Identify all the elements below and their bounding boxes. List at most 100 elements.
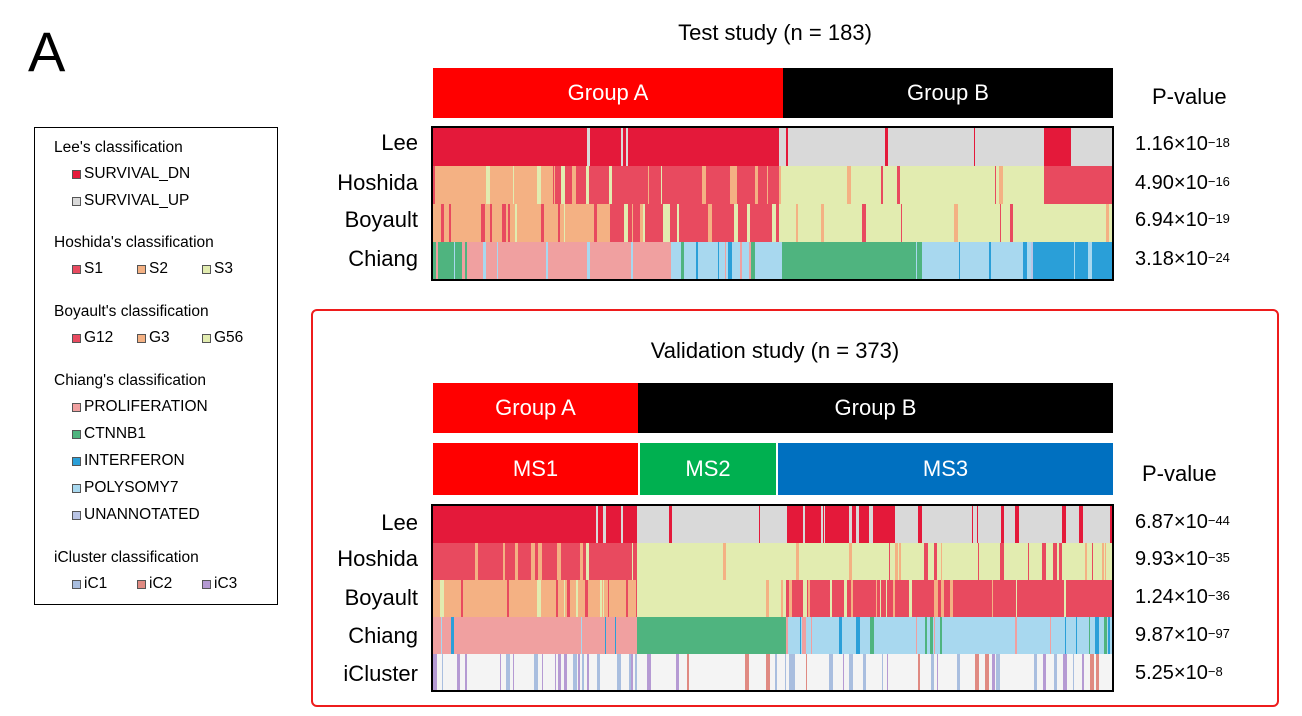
validation-row-label-lee: Lee [381, 510, 418, 535]
legend-item-label: iC2 [149, 575, 173, 592]
validation-hoshida-strip [433, 543, 1112, 580]
legend-item-label: iC3 [214, 575, 238, 592]
legend-item: iC1 [72, 575, 107, 593]
validation-icluster-strip [433, 654, 1112, 690]
legend-item: G12 [72, 329, 113, 347]
test-group-b-bar: Group B [783, 68, 1113, 118]
legend-swatch [137, 579, 146, 589]
legend-swatch [72, 196, 81, 206]
legend-item-label: SURVIVAL_DN [84, 165, 191, 182]
legend-item-label: iC1 [84, 575, 108, 592]
legend-item: S3 [202, 260, 233, 278]
legend-item: POLYSOMY7 [72, 479, 178, 497]
test-pvalue-lee: 1.16×10−18 [1135, 133, 1230, 155]
validation-row-label-hoshida: Hoshida [337, 546, 418, 571]
validation-boyault-strip [433, 580, 1112, 617]
validation-heatmap [431, 504, 1114, 692]
test-row-label-hoshida: Hoshida [337, 170, 418, 195]
legend-swatch [72, 429, 81, 439]
legend-item-label: G3 [149, 329, 170, 346]
legend-swatch [72, 169, 81, 179]
subtype-ms3-bar: MS3 [778, 443, 1113, 495]
test-group-a-bar: Group A [433, 68, 783, 118]
legend-swatch [72, 483, 81, 493]
legend-swatch [137, 264, 146, 274]
legend-item: PROLIFERATION [72, 398, 208, 416]
test-pvalue-hoshida: 4.90×10−16 [1135, 172, 1230, 194]
validation-group-a-bar: Group A [433, 383, 638, 433]
legend-section-title: Lee's classification [54, 139, 183, 156]
test-boyault-strip [433, 204, 1112, 242]
test-row-label-boyault: Boyault [344, 207, 418, 232]
test-chiang-strip [433, 242, 1112, 279]
subtype-ms1-bar: MS1 [433, 443, 638, 495]
legend-swatch [202, 333, 211, 343]
legend-item: G56 [202, 329, 243, 347]
legend-swatch [72, 264, 81, 274]
legend-item: SURVIVAL_UP [72, 192, 189, 210]
legend-item-label: G56 [214, 329, 244, 346]
legend-swatch [202, 579, 211, 589]
legend-item: S2 [137, 260, 168, 278]
subtype-ms1-label: MS1 [512, 456, 559, 481]
test-group-a-label: Group A [567, 80, 649, 105]
validation-chiang-strip [433, 617, 1112, 654]
legend-item-label: S1 [84, 260, 103, 277]
legend-item: INTERFERON [72, 452, 185, 470]
legend-swatch [72, 456, 81, 466]
validation-group-b-bar: Group B [638, 383, 1113, 433]
legend-section-title: Boyault's classification [54, 303, 209, 320]
test-pvalue-boyault: 6.94×10−19 [1135, 209, 1230, 231]
legend-item-label: S3 [214, 260, 233, 277]
legend-swatch [72, 333, 81, 343]
legend-item-label: POLYSOMY7 [84, 479, 179, 496]
subtype-ms2-label: MS2 [685, 456, 731, 481]
test-study-title: Test study (n = 183) [678, 20, 872, 45]
test-lee-strip [433, 128, 1112, 166]
validation-pvalue-icluster: 5.25×10−8 [1135, 662, 1223, 684]
legend-box: Lee's classification SURVIVAL_DN SURVIVAL_… [34, 127, 278, 605]
legend-item: SURVIVAL_DN [72, 165, 190, 183]
test-row-label-chiang: Chiang [348, 246, 418, 271]
legend-item: CTNNB1 [72, 425, 146, 443]
legend-item: UNANNOTATED [72, 506, 200, 524]
legend-swatch [202, 264, 211, 274]
validation-group-b-label: Group B [834, 395, 917, 420]
validation-study-box [311, 309, 1279, 707]
legend-swatch [72, 579, 81, 589]
legend-item: S1 [72, 260, 103, 278]
subtype-ms3-label: MS3 [922, 456, 969, 481]
legend-item-label: S2 [149, 260, 168, 277]
legend-item-label: PROLIFERATION [84, 398, 208, 415]
legend-swatch [72, 510, 81, 520]
validation-row-label-icluster: iCluster [343, 661, 418, 686]
validation-pvalue-boyault: 1.24×10−36 [1135, 586, 1230, 608]
test-pvalue-header: P-value [1152, 84, 1227, 109]
test-hoshida-strip [433, 166, 1112, 204]
validation-pvalue-lee: 6.87×10−44 [1135, 511, 1230, 533]
legend-item-label: G12 [84, 329, 114, 346]
validation-pvalue-hoshida: 9.93×10−35 [1135, 548, 1230, 570]
legend-item-label: UNANNOTATED [84, 506, 200, 523]
legend-section-title: Hoshida's classification [54, 234, 214, 251]
validation-row-label-boyault: Boyault [344, 585, 418, 610]
validation-lee-strip [433, 506, 1112, 543]
legend-item: G3 [137, 329, 170, 347]
test-group-b-label: Group B [907, 80, 989, 105]
test-row-label-lee: Lee [381, 130, 418, 155]
legend-item-label: SURVIVAL_UP [84, 192, 190, 209]
legend-item-label: CTNNB1 [84, 425, 147, 442]
validation-pvalue-chiang: 9.87×10−97 [1135, 624, 1230, 646]
test-pvalue-chiang: 3.18×10−24 [1135, 248, 1230, 270]
legend-swatch [72, 402, 81, 412]
legend-section-title: iCluster classification [54, 549, 199, 566]
validation-study-title: Validation study (n = 373) [650, 338, 900, 363]
test-heatmap [431, 126, 1114, 281]
legend-swatch [137, 333, 146, 343]
subtype-ms2-bar: MS2 [640, 443, 776, 495]
validation-row-label-chiang: Chiang [348, 623, 418, 648]
panel-letter: A [28, 20, 66, 83]
legend-item: iC2 [137, 575, 172, 593]
validation-group-a-label: Group A [495, 395, 576, 420]
validation-pvalue-header: P-value [1142, 461, 1217, 486]
